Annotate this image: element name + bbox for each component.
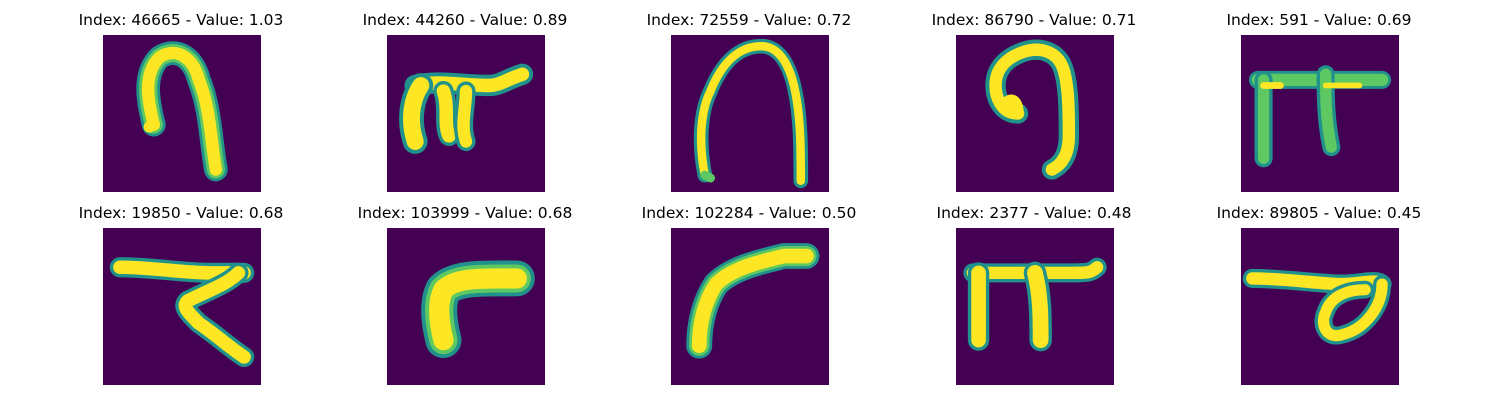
glyph-stroke-image xyxy=(421,260,535,359)
panel-title: Index: 89805 - Value: 0.45 xyxy=(1216,204,1422,222)
panel-4: Index: 86790 - Value: 0.71 xyxy=(884,0,1184,193)
panel-7: Index: 103999 - Value: 0.68 xyxy=(315,193,615,386)
character-image xyxy=(671,35,829,192)
panel-title: Index: 103999 - Value: 0.68 xyxy=(357,204,573,222)
glyph-stroke-image xyxy=(985,39,1080,180)
panel-title: Index: 86790 - Value: 0.71 xyxy=(931,11,1137,29)
character-image xyxy=(671,228,829,385)
glyph-stroke-image xyxy=(693,38,809,189)
panel-2: Index: 44260 - Value: 0.89 xyxy=(315,0,615,193)
panel-title: Index: 46665 - Value: 1.03 xyxy=(78,11,284,29)
glyph-stroke-image xyxy=(686,243,820,359)
panel-9: Index: 2377 - Value: 0.48 xyxy=(884,193,1184,386)
glyph-stroke-image xyxy=(1248,65,1392,168)
character-image xyxy=(1241,35,1399,192)
panel-10: Index: 89805 - Value: 0.45 xyxy=(1169,193,1469,386)
glyph-stroke-image xyxy=(1242,268,1392,345)
panel-title: Index: 72559 - Value: 0.72 xyxy=(646,11,852,29)
character-image xyxy=(1241,228,1399,385)
panel-5: Index: 591 - Value: 0.69 xyxy=(1169,0,1469,193)
panel-title: Index: 102284 - Value: 0.50 xyxy=(641,204,857,222)
glyph-stroke-image xyxy=(109,257,255,368)
panel-8: Index: 102284 - Value: 0.50 xyxy=(599,193,899,386)
panel-title: Index: 19850 - Value: 0.68 xyxy=(78,204,284,222)
panel-3: Index: 72559 - Value: 0.72 xyxy=(599,0,899,193)
character-image xyxy=(956,35,1114,192)
glyph-stroke-image xyxy=(963,257,1107,352)
character-image xyxy=(387,35,545,192)
panel-title: Index: 44260 - Value: 0.89 xyxy=(362,11,568,29)
panel-title: Index: 2377 - Value: 0.48 xyxy=(936,204,1132,222)
character-image xyxy=(103,35,261,192)
character-image xyxy=(956,228,1114,385)
panel-1: Index: 46665 - Value: 1.03 xyxy=(31,0,331,193)
panel-title: Index: 591 - Value: 0.69 xyxy=(1226,11,1412,29)
glyph-stroke-image xyxy=(136,41,228,182)
character-image xyxy=(103,228,261,385)
character-image xyxy=(387,228,545,385)
panel-6: Index: 19850 - Value: 0.68 xyxy=(31,193,331,386)
glyph-stroke-image xyxy=(399,63,534,154)
